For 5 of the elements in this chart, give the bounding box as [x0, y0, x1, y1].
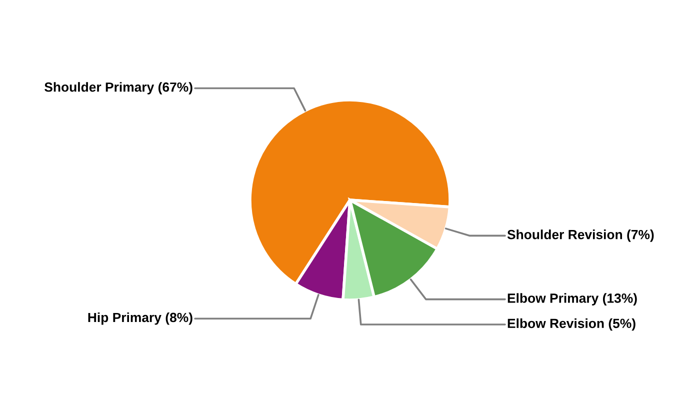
slice-label: Elbow Revision (5%) — [508, 318, 636, 331]
slice-label: Shoulder Primary (67%) — [44, 82, 192, 94]
slice-label: Shoulder Revision (7%) — [507, 230, 654, 242]
slice-label: Elbow Primary (13%) — [508, 293, 637, 306]
slice-label: Hip Primary (8%) — [88, 312, 192, 325]
